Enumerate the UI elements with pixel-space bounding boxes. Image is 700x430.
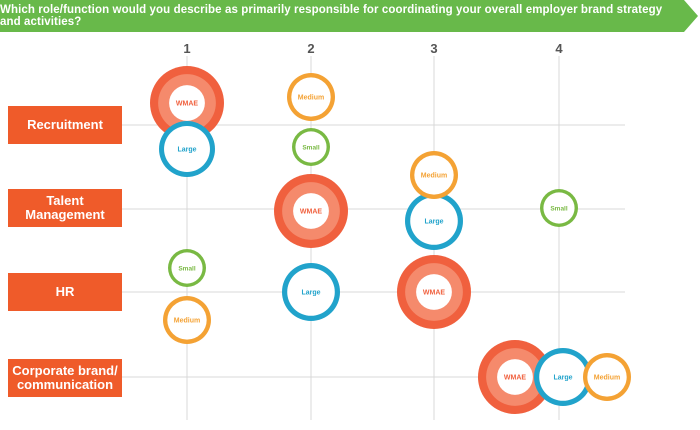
bubble-label: Large xyxy=(424,219,443,226)
bubble-label: Medium xyxy=(421,173,447,180)
bubble-small-col1-row3: Small xyxy=(168,249,206,287)
bubble-medium-col2-row1: Medium xyxy=(287,73,335,121)
question-banner xyxy=(0,0,698,32)
bubble-small-col4-row2: Small xyxy=(540,189,578,227)
bubble-label: WMAE xyxy=(423,290,445,297)
row-label-1: Recruitment xyxy=(8,106,122,144)
bubble-label: Medium xyxy=(298,95,324,102)
bubble-label: Large xyxy=(177,147,196,154)
row-label-3: HR xyxy=(8,273,122,311)
bubble-wmae-col2-row2: WMAE xyxy=(274,174,348,248)
bubble-wmae-col1-row1: WMAE xyxy=(150,66,224,140)
bubble-label: Medium xyxy=(594,375,620,382)
column-label-3: 3 xyxy=(430,41,438,56)
bubble-medium-col1-row3: Medium xyxy=(163,296,211,344)
bubble-label: Large xyxy=(553,375,572,382)
bubble-medium-col3-row2: Medium xyxy=(410,151,458,199)
bubble-label: Small xyxy=(550,206,568,213)
row-label-2: Talent Management xyxy=(8,189,122,227)
bubble-wmae-col4-row4: WMAE xyxy=(478,340,552,414)
bubble-label: Small xyxy=(302,145,320,152)
bubble-large-col3-row2: Large xyxy=(405,192,463,250)
bubble-label: Small xyxy=(178,266,196,273)
chart-title: Which role/function would you describe a… xyxy=(0,4,663,28)
bubble-label: WMAE xyxy=(504,375,526,382)
bubble-large-col4-row4: Large xyxy=(534,348,592,406)
bubble-label: Medium xyxy=(174,318,200,325)
bubble-label: WMAE xyxy=(300,209,322,216)
bubble-large-col2-row3: Large xyxy=(282,263,340,321)
row-label-4: Corporate brand/ communication xyxy=(8,359,122,397)
bubble-label: WMAE xyxy=(176,101,198,108)
bubble-wmae-col3-row3: WMAE xyxy=(397,255,471,329)
column-label-1: 1 xyxy=(183,41,191,56)
column-label-4: 4 xyxy=(555,41,563,56)
bubble-large-col1-row1: Large xyxy=(159,121,215,177)
bubble-label: Large xyxy=(301,290,320,297)
bubble-small-col2-row1: Small xyxy=(292,128,330,166)
bubble-medium-col4-row4: Medium xyxy=(583,353,631,401)
column-label-2: 2 xyxy=(307,41,315,56)
